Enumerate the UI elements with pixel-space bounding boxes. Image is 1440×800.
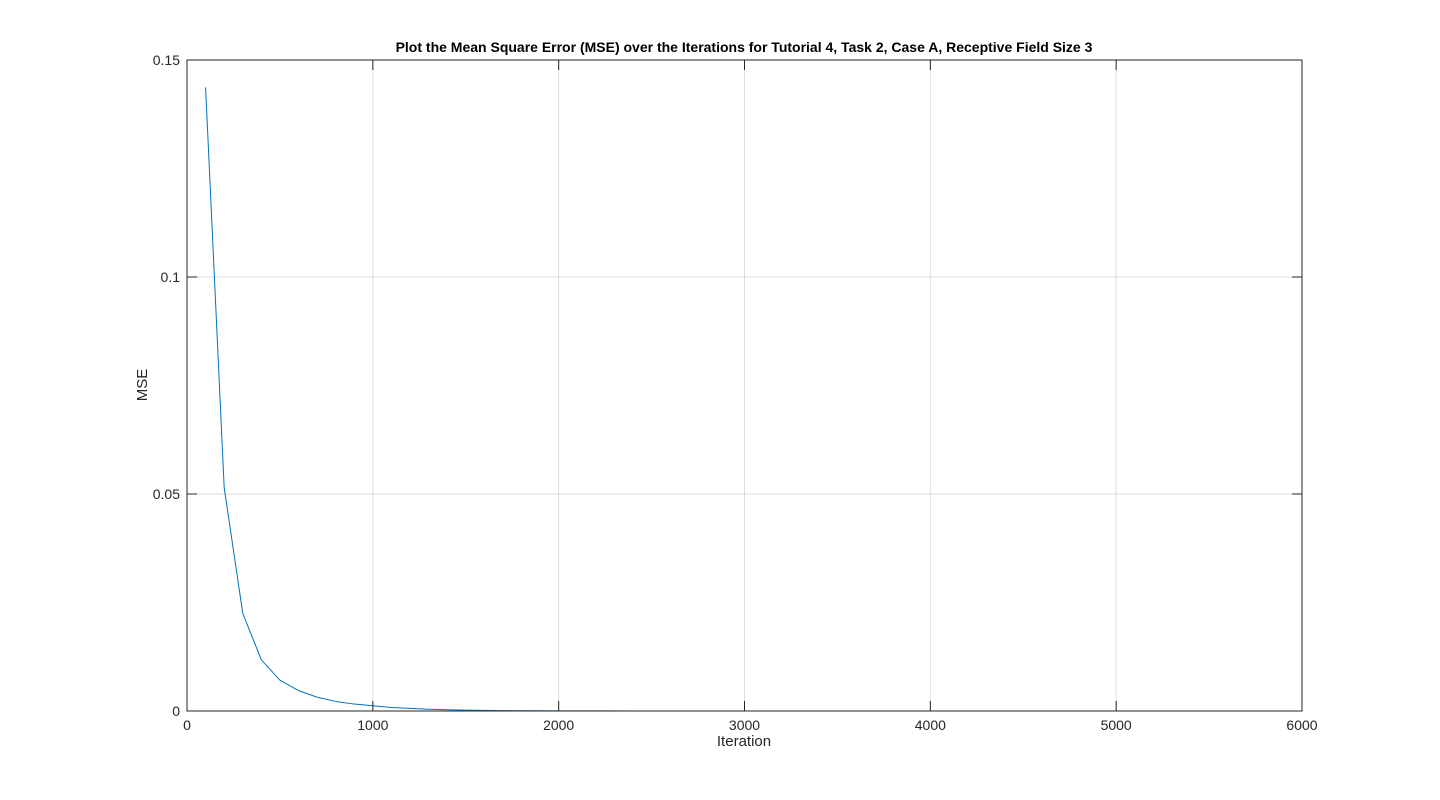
- x-tick-label: 4000: [915, 717, 946, 733]
- y-tick-label: 0.05: [153, 486, 180, 502]
- x-tick-label: 6000: [1286, 717, 1317, 733]
- x-tick-label: 0: [183, 717, 191, 733]
- y-tick-label: 0.1: [161, 269, 181, 285]
- x-axis-ticks: 0 1000 2000 3000 4000 5000 6000: [183, 60, 1318, 733]
- y-axis-label: MSE: [134, 369, 151, 402]
- x-axis-label: Iteration: [717, 733, 771, 750]
- y-tick-label: 0: [172, 703, 180, 719]
- grid-lines: [187, 60, 1302, 711]
- x-tick-label: 1000: [357, 717, 388, 733]
- chart-title: Plot the Mean Square Error (MSE) over th…: [396, 39, 1093, 55]
- x-tick-label: 2000: [543, 717, 574, 733]
- x-tick-label: 5000: [1101, 717, 1132, 733]
- y-axis-ticks: 0 0.05 0.1 0.15: [153, 52, 1302, 719]
- y-tick-label: 0.15: [153, 52, 180, 68]
- x-tick-label: 3000: [729, 717, 760, 733]
